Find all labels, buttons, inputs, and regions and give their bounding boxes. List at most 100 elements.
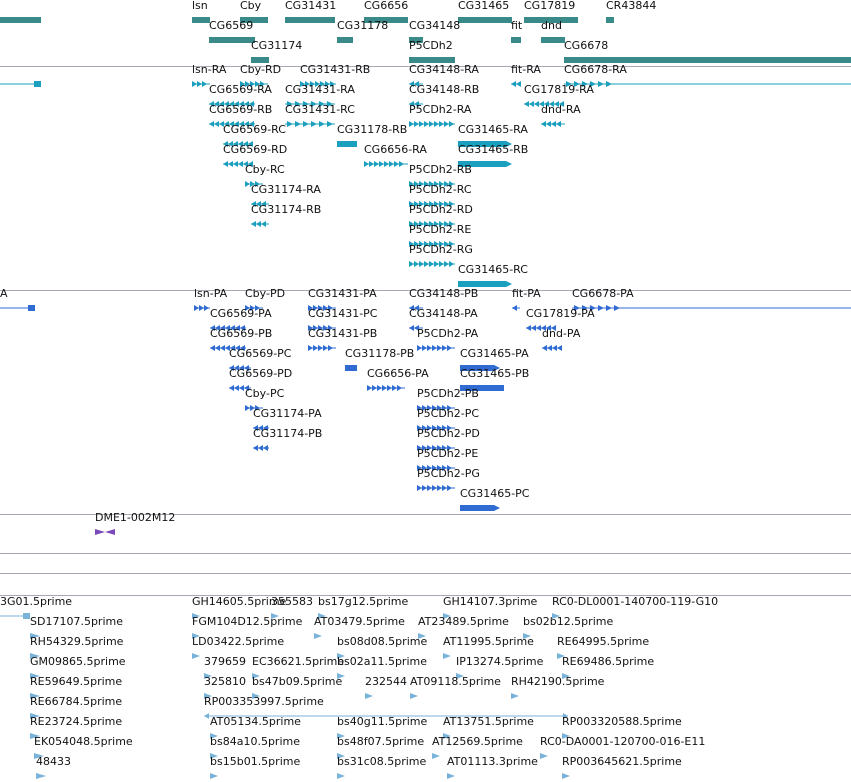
protein-feature-label[interactable]: CG31431-PB xyxy=(308,327,378,340)
est-feature-label[interactable]: RC0-DA0001-120700-016-E11 xyxy=(540,735,706,748)
protein-feature-label[interactable]: Cby-PC xyxy=(245,387,285,400)
mrna-feature-label[interactable]: CG31465-RA xyxy=(458,123,528,136)
mrna-feature-label[interactable]: CG6656-RA xyxy=(364,143,427,156)
protein-feature-label[interactable]: A xyxy=(0,287,8,300)
protein-feature-glyph[interactable] xyxy=(367,385,405,391)
protein-feature-label[interactable]: P5CDh2-PD xyxy=(417,427,480,440)
est-feature-label[interactable]: bs02b12.5prime xyxy=(523,615,614,628)
gene-feature-label[interactable]: CG31174 xyxy=(251,39,303,52)
mrna-feature-label[interactable]: Cby-RD xyxy=(240,63,282,76)
protein-feature-glyph[interactable] xyxy=(210,325,246,331)
est-feature-label[interactable]: bs40g11.5prime xyxy=(337,715,428,728)
est-feature-glyph[interactable] xyxy=(192,613,200,619)
protein-feature-label[interactable]: CG31431-PC xyxy=(308,307,378,320)
est-feature-glyph[interactable] xyxy=(562,733,570,739)
est-feature-glyph[interactable] xyxy=(337,773,345,779)
est-feature-label[interactable]: bs02a11.5prime xyxy=(337,655,427,668)
est-feature-label[interactable]: bs15b01.5prime xyxy=(210,755,301,768)
mrna-feature-glyph[interactable] xyxy=(0,81,41,87)
gene-feature-glyph[interactable] xyxy=(192,17,210,23)
mrna-feature-glyph[interactable] xyxy=(458,161,512,167)
est-feature-glyph[interactable] xyxy=(552,613,560,619)
mrna-feature-label[interactable]: fit-RA xyxy=(511,63,541,76)
est-feature-glyph[interactable] xyxy=(210,753,218,759)
protein-feature-label[interactable]: P5CDh2-PG xyxy=(417,467,480,480)
protein-feature-label[interactable]: P5CDh2-PA xyxy=(417,327,479,340)
est-feature-glyph[interactable] xyxy=(252,673,260,679)
protein-feature-label[interactable]: CG31174-PB xyxy=(253,427,323,440)
mrna-feature-glyph[interactable] xyxy=(409,121,455,127)
est-feature-glyph[interactable] xyxy=(365,693,373,699)
gene-feature-label[interactable]: CG6569 xyxy=(209,19,254,32)
protein-feature-glyph[interactable] xyxy=(253,445,269,451)
mrna-feature-glyph[interactable] xyxy=(251,221,269,227)
est-feature-label[interactable]: RP003320588.5prime xyxy=(562,715,682,728)
gene-feature-glyph[interactable] xyxy=(409,57,455,63)
gene-feature-label[interactable]: CG31431 xyxy=(285,0,337,12)
protein-feature-glyph[interactable] xyxy=(229,385,251,391)
est-feature-label[interactable]: GM09865.5prime xyxy=(30,655,126,668)
est-feature-label[interactable]: AT03479.5prime xyxy=(314,615,405,628)
est-feature-glyph[interactable] xyxy=(192,633,200,639)
protein-feature-label[interactable]: CG34148-PB xyxy=(409,287,479,300)
gene-feature-glyph[interactable] xyxy=(511,37,521,43)
protein-feature-glyph[interactable] xyxy=(417,465,455,471)
est-feature-label[interactable]: RE64995.5prime xyxy=(557,635,650,648)
protein-feature-label[interactable]: CG6569-PC xyxy=(229,347,292,360)
mrna-feature-label[interactable]: CG31431-RA xyxy=(285,83,355,96)
mrna-feature-label[interactable]: Cby-RC xyxy=(245,163,285,176)
gene-feature-glyph[interactable] xyxy=(209,37,255,43)
est-feature-label[interactable]: bs47b09.5prime xyxy=(252,675,343,688)
est-feature-label[interactable]: RP003353997.5prime xyxy=(204,695,324,708)
mrna-feature-label[interactable]: dnd-RA xyxy=(541,103,581,116)
est-feature-label[interactable]: RC0-DL0001-140700-119-G10 xyxy=(552,595,719,608)
protein-feature-glyph[interactable] xyxy=(308,325,336,331)
est-feature-label[interactable]: bs84a10.5prime xyxy=(210,735,300,748)
est-feature-glyph[interactable] xyxy=(432,753,440,759)
mrna-feature-glyph[interactable] xyxy=(337,141,357,147)
est-feature-label[interactable]: RE23724.5prime xyxy=(30,715,123,728)
est-feature-label[interactable]: EK054048.5prime xyxy=(34,735,133,748)
protein-feature-label[interactable]: CG6678-PA xyxy=(572,287,634,300)
protein-feature-label[interactable]: CG6569-PA xyxy=(210,307,272,320)
mrna-feature-glyph[interactable] xyxy=(564,81,851,87)
protein-feature-label[interactable]: CG6569-PD xyxy=(229,367,293,380)
mrna-feature-label[interactable]: P5CDh2-RC xyxy=(409,183,472,196)
est-feature-label[interactable]: 3G01.5prime xyxy=(0,595,73,608)
mrna-feature-label[interactable]: lsn-RA xyxy=(192,63,227,76)
est-feature-label[interactable]: RH54329.5prime xyxy=(30,635,124,648)
est-feature-label[interactable]: AT12569.5prime xyxy=(432,735,523,748)
est-feature-label[interactable]: LD03422.5prime xyxy=(192,635,285,648)
mrna-feature-label[interactable]: CG31465-RB xyxy=(458,143,529,156)
mrna-feature-label[interactable]: CG34148-RA xyxy=(409,63,479,76)
est-feature-label[interactable]: IP13274.5prime xyxy=(456,655,544,668)
clone-feature-glyph[interactable] xyxy=(95,529,115,535)
mrna-feature-glyph[interactable] xyxy=(251,201,269,207)
protein-feature-glyph[interactable] xyxy=(417,445,455,451)
mrna-feature-glyph[interactable] xyxy=(458,141,512,147)
est-feature-glyph[interactable] xyxy=(511,693,519,699)
mrna-feature-glyph[interactable] xyxy=(524,101,564,107)
mrna-feature-glyph[interactable] xyxy=(511,81,521,87)
protein-feature-glyph[interactable] xyxy=(417,425,455,431)
protein-feature-glyph[interactable] xyxy=(417,485,455,491)
est-feature-label[interactable]: GH14605.5prime xyxy=(192,595,287,608)
mrna-feature-label[interactable]: CG17819-RA xyxy=(524,83,594,96)
protein-feature-label[interactable]: CG6656-PA xyxy=(367,367,429,380)
est-feature-glyph[interactable] xyxy=(271,613,279,619)
mrna-feature-glyph[interactable] xyxy=(285,121,335,127)
est-feature-glyph[interactable] xyxy=(562,773,570,779)
protein-feature-glyph[interactable] xyxy=(460,365,500,371)
est-feature-glyph[interactable] xyxy=(30,633,40,639)
mrna-feature-glyph[interactable] xyxy=(409,221,455,227)
gene-feature-label[interactable]: CR43844 xyxy=(606,0,657,12)
mrna-feature-glyph[interactable] xyxy=(209,101,255,107)
gene-feature-label[interactable]: CG34148 xyxy=(409,19,461,32)
est-feature-glyph[interactable] xyxy=(337,753,345,759)
mrna-feature-glyph[interactable] xyxy=(409,181,455,187)
est-feature-glyph[interactable] xyxy=(192,653,200,659)
protein-feature-label[interactable]: CG31465-PB xyxy=(460,367,530,380)
protein-feature-label[interactable]: CG31465-PC xyxy=(460,487,530,500)
gene-feature-label[interactable]: CG17819 xyxy=(524,0,576,12)
gene-feature-label[interactable]: CG6678 xyxy=(564,39,609,52)
